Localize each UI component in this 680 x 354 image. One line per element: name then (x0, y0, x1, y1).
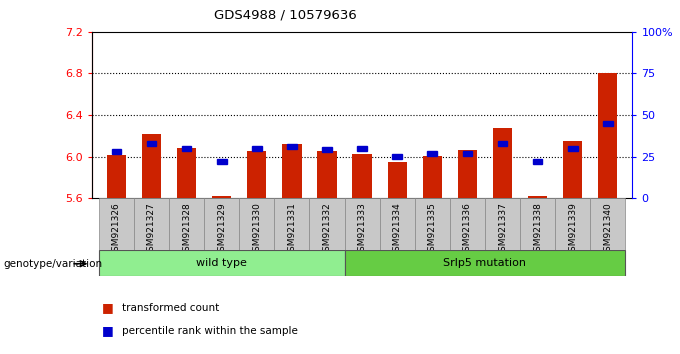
Bar (533, 159, 543, 164)
Bar (603, 121, 613, 126)
Bar (239, 198, 274, 250)
Text: GSM921327: GSM921327 (147, 202, 156, 257)
Bar (318, 152, 337, 198)
Text: GSM921336: GSM921336 (463, 202, 472, 257)
Bar (99, 198, 134, 250)
Text: GSM921335: GSM921335 (428, 202, 437, 257)
Bar (142, 134, 161, 198)
Bar (450, 198, 485, 250)
Text: GSM921337: GSM921337 (498, 202, 507, 257)
Bar (247, 152, 267, 198)
Bar (309, 198, 345, 250)
Bar (182, 146, 191, 151)
Text: GSM921339: GSM921339 (568, 202, 577, 257)
Bar (520, 198, 555, 250)
Text: GSM921334: GSM921334 (393, 202, 402, 257)
Text: GSM921328: GSM921328 (182, 202, 191, 257)
Bar (99, 250, 345, 276)
Text: genotype/variation: genotype/variation (3, 259, 103, 269)
Bar (388, 162, 407, 198)
Bar (345, 250, 626, 276)
Text: GSM921338: GSM921338 (533, 202, 542, 257)
Text: ■: ■ (102, 302, 114, 314)
Text: ■: ■ (102, 325, 114, 337)
Bar (212, 196, 231, 198)
Text: GSM921326: GSM921326 (112, 202, 121, 257)
Bar (282, 144, 301, 198)
Bar (555, 198, 590, 250)
Bar (563, 141, 582, 198)
Bar (485, 198, 520, 250)
Text: GSM921329: GSM921329 (217, 202, 226, 257)
Bar (287, 144, 296, 149)
Bar (528, 196, 547, 198)
Text: transformed count: transformed count (122, 303, 220, 313)
Bar (493, 127, 512, 198)
Text: GDS4988 / 10579636: GDS4988 / 10579636 (214, 9, 357, 22)
Bar (392, 154, 402, 159)
Bar (107, 155, 126, 198)
Bar (274, 198, 309, 250)
Bar (415, 198, 450, 250)
Bar (598, 74, 617, 198)
Text: percentile rank within the sample: percentile rank within the sample (122, 326, 299, 336)
Text: wild type: wild type (197, 258, 247, 268)
Text: GSM921331: GSM921331 (288, 202, 296, 257)
Bar (134, 198, 169, 250)
Bar (498, 141, 507, 146)
Bar (568, 146, 577, 151)
Text: GSM921332: GSM921332 (322, 202, 331, 257)
Text: Srlp5 mutation: Srlp5 mutation (443, 258, 526, 268)
Bar (177, 148, 197, 198)
Bar (217, 159, 226, 164)
Bar (345, 198, 379, 250)
Text: GSM921340: GSM921340 (603, 202, 612, 257)
Bar (590, 198, 626, 250)
Bar (252, 146, 262, 151)
Bar (423, 156, 442, 198)
Bar (112, 149, 121, 154)
Bar (462, 151, 472, 156)
Bar (322, 148, 332, 153)
Bar (428, 151, 437, 156)
Text: GSM921330: GSM921330 (252, 202, 261, 257)
Bar (147, 141, 156, 146)
Bar (379, 198, 415, 250)
Bar (357, 146, 367, 151)
Text: GSM921333: GSM921333 (358, 202, 367, 257)
Bar (169, 198, 204, 250)
Bar (352, 154, 372, 198)
Bar (204, 198, 239, 250)
Bar (458, 150, 477, 198)
